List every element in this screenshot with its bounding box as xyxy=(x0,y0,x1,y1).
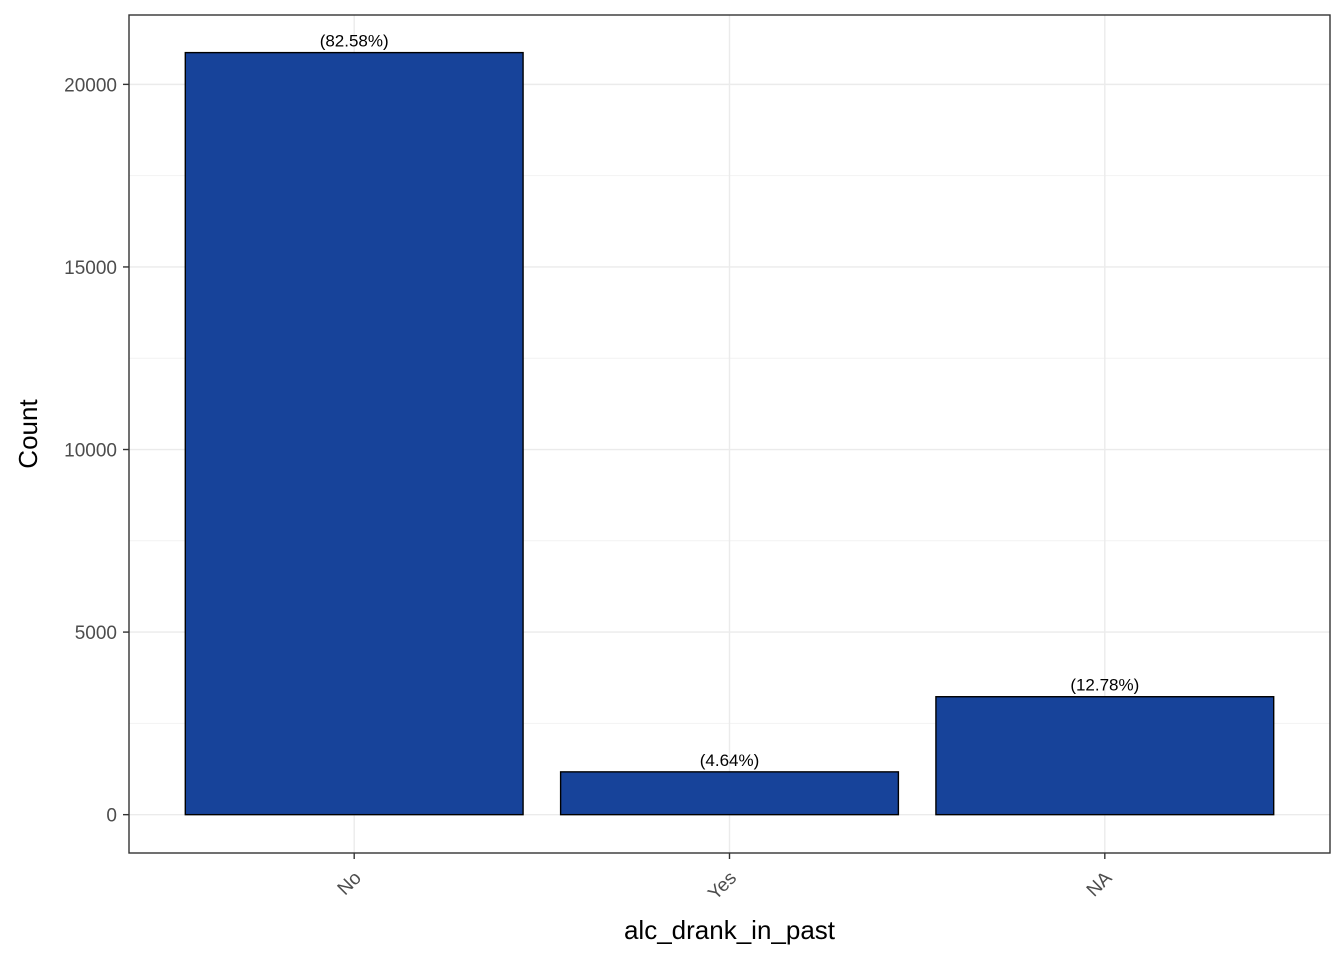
y-axis-title: Count xyxy=(13,399,43,469)
bar-data-label: (4.64%) xyxy=(700,751,760,770)
y-tick-label: 10000 xyxy=(64,441,117,462)
y-tick-label: 0 xyxy=(106,806,117,827)
bars xyxy=(184,51,1275,816)
y-axis: 0 5000 10000 15000 20000 xyxy=(64,75,129,827)
bar-data-labels: (82.58%) (4.64%) (12.78%) xyxy=(320,32,1140,770)
bar-data-label: (82.58%) xyxy=(320,32,389,51)
bar-na xyxy=(935,696,1275,816)
y-tick-label: 5000 xyxy=(75,623,117,644)
y-tick-label: 20000 xyxy=(64,75,117,96)
bar-data-label: (12.78%) xyxy=(1070,676,1139,695)
x-axis-title: alc_drank_in_past xyxy=(624,915,836,945)
y-tick-label: 15000 xyxy=(64,258,117,279)
bar-no xyxy=(184,51,524,816)
bar-yes xyxy=(559,771,900,816)
